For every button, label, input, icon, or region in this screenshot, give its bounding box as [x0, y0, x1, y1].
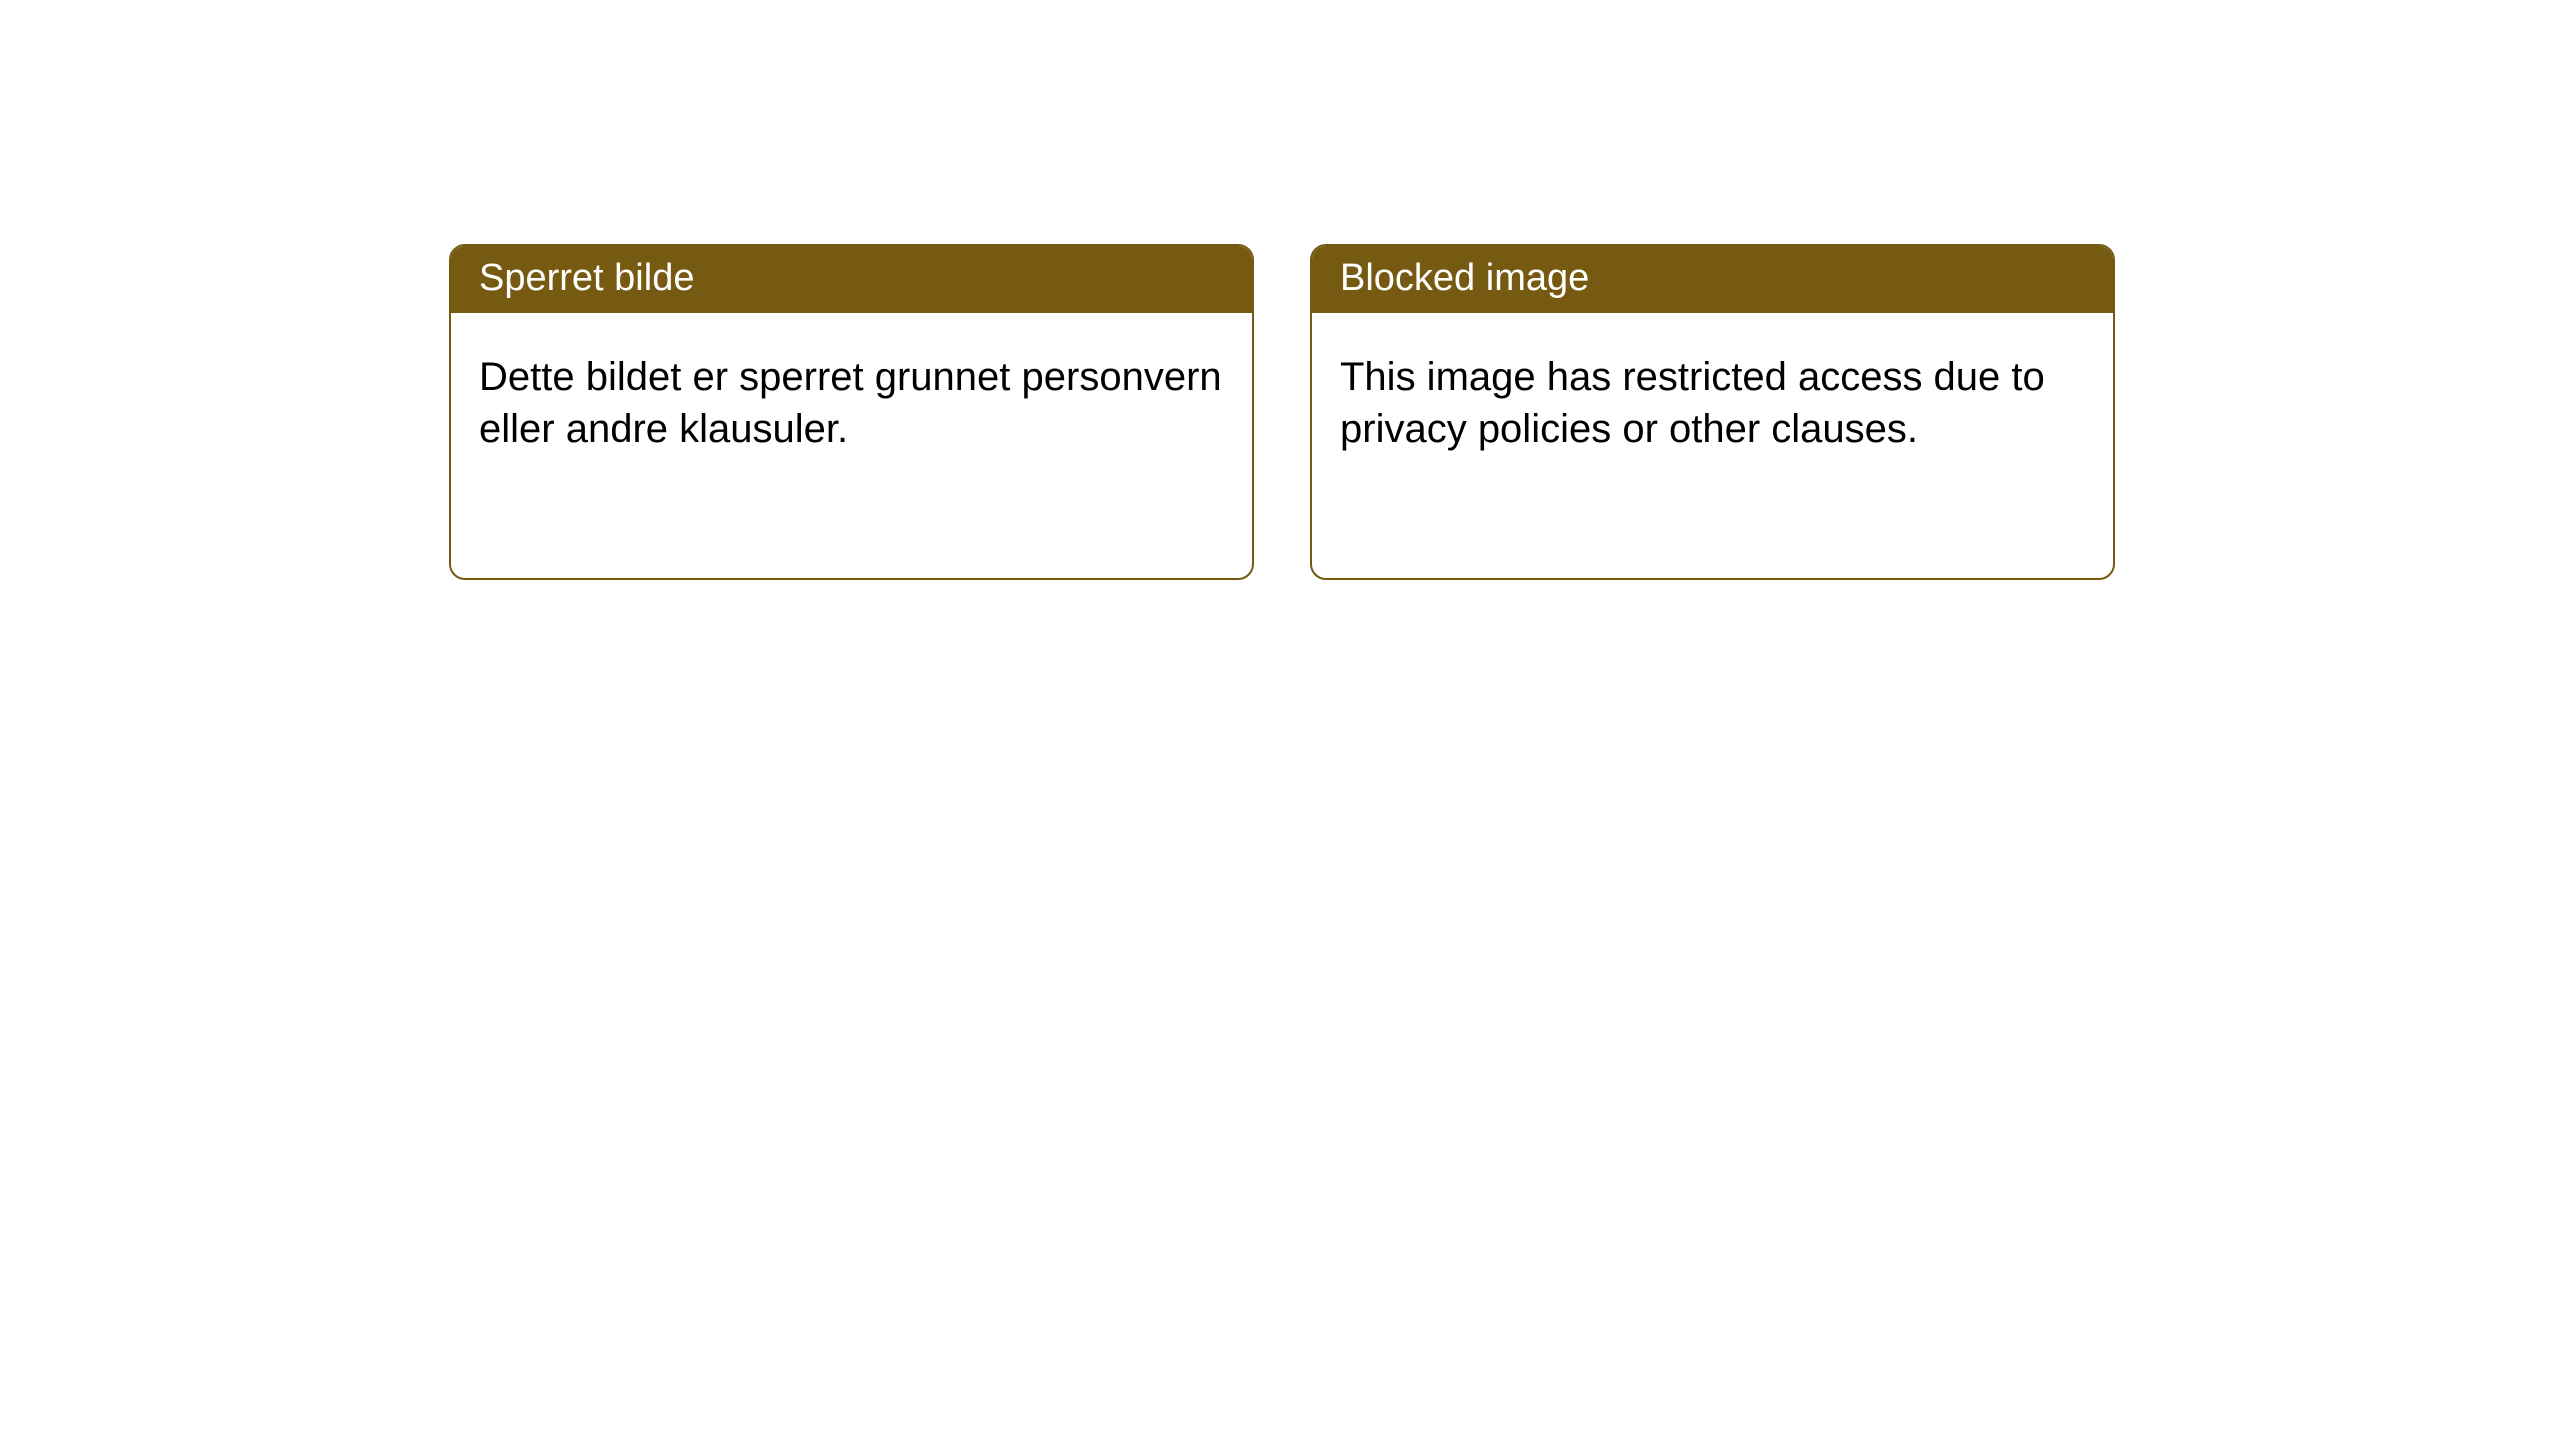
card-body-text: Dette bildet er sperret grunnet personve… [479, 355, 1222, 451]
card-body-text: This image has restricted access due to … [1340, 355, 2045, 451]
card-body: This image has restricted access due to … [1312, 313, 2113, 493]
card-body: Dette bildet er sperret grunnet personve… [451, 313, 1252, 493]
notice-card-english: Blocked image This image has restricted … [1310, 244, 2115, 580]
card-title: Sperret bilde [479, 257, 694, 299]
card-header: Sperret bilde [451, 246, 1252, 313]
card-title: Blocked image [1340, 257, 1589, 299]
notice-card-norwegian: Sperret bilde Dette bildet er sperret gr… [449, 244, 1254, 580]
card-header: Blocked image [1312, 246, 2113, 313]
notice-cards-container: Sperret bilde Dette bildet er sperret gr… [449, 244, 2115, 580]
